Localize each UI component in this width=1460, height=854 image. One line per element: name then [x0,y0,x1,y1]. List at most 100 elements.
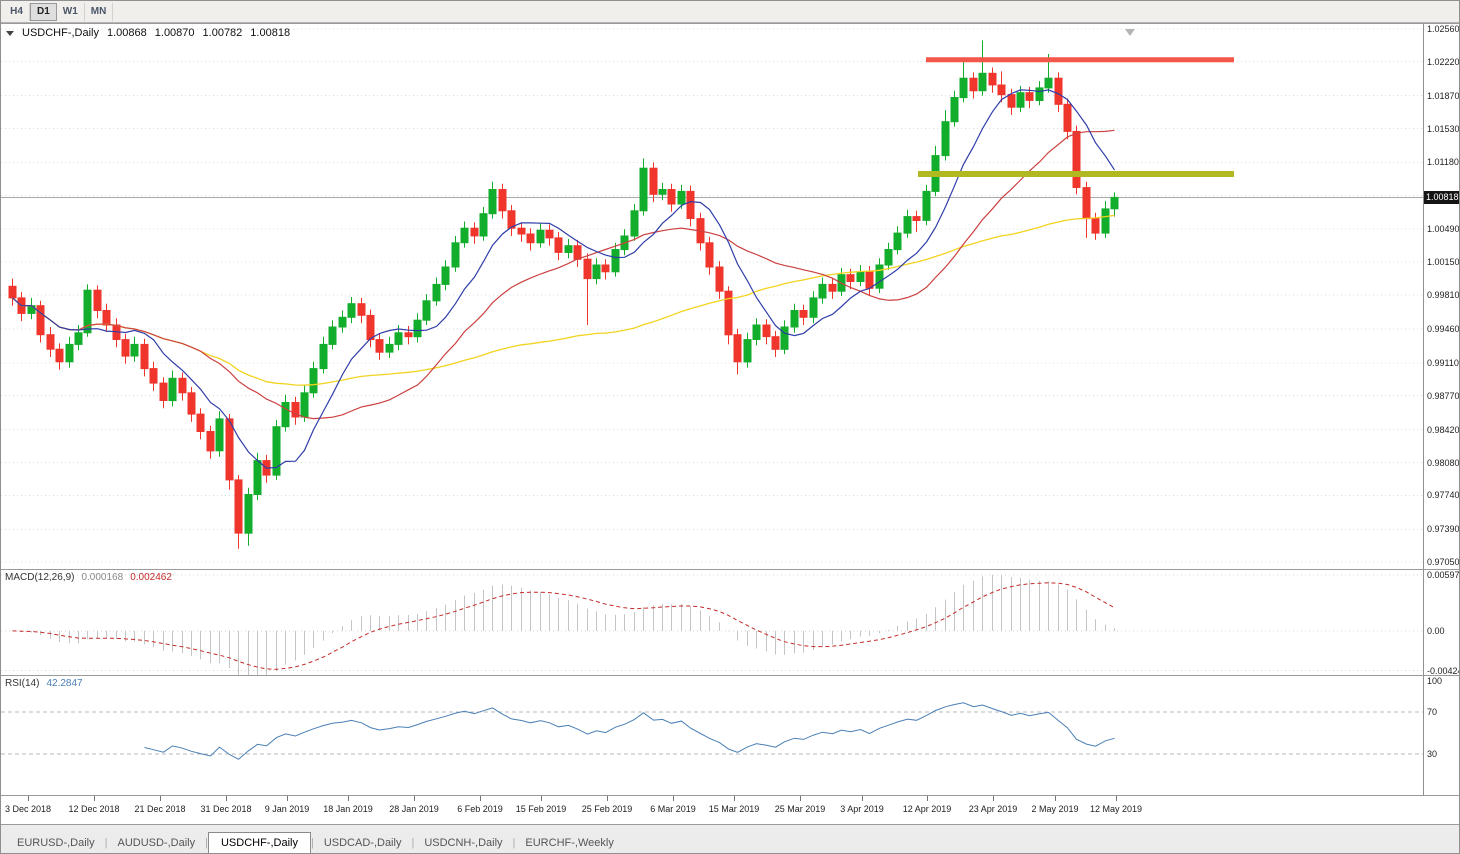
date-label: 3 Apr 2019 [840,804,884,814]
separator [1,23,1459,24]
date-label: 12 Apr 2019 [902,804,952,814]
chart-title: USDCHF-,Daily 1.00868 1.00870 1.00782 1.… [6,27,290,39]
tab-usdcad-daily[interactable]: USDCAD-,Daily [323,837,402,849]
date-tick [607,796,608,801]
axis-tick-label: 0.99110 [1427,358,1459,368]
date-label: 28 Jan 2019 [389,804,439,814]
rsi-label: RSI(14) [5,678,40,689]
date-tick [673,796,674,801]
date-axis[interactable]: 3 Dec 2018 12 Dec 2018 21 Dec 2018 31 Dec 2… [1,795,1459,824]
date-label: 6 Feb 2019 [457,804,503,814]
date-label: 12 Dec 2018 [68,804,120,814]
chart-symbol-label: USDCHF-,Daily [22,27,99,39]
panel-separator-macd[interactable] [1,569,1459,570]
axis-tick-label: 1.00490 [1427,224,1460,234]
date-tick [348,796,349,801]
tab-usdchf-daily[interactable]: USDCHF-,Daily [207,832,311,853]
tab-eurchf-weekly[interactable]: EURCHF-,Weekly [525,837,614,849]
date-label: 31 Dec 2018 [200,804,252,814]
date-tick [927,796,928,801]
axis-tick-label: 70 [1427,707,1438,717]
axis-tick-label: 0.98770 [1427,391,1460,401]
axis-tick-label: 0.99810 [1427,290,1460,300]
date-tick [28,796,29,801]
date-label: 15 Feb 2019 [515,804,567,814]
date-tick [862,796,863,801]
rsi-value: 42.2847 [46,678,83,689]
date-tick [287,796,288,801]
separator-date-axis [1,795,1459,796]
date-label: 3 Dec 2018 [4,804,52,814]
date-label: 9 Jan 2019 [264,804,310,814]
macd-svg [1,574,1423,675]
axis-tick-label: 0.99460 [1427,324,1460,334]
main-chart-panel[interactable]: USDCHF-,Daily 1.00868 1.00870 1.00782 1.… [1,23,1423,569]
axis-tick-label: 1.02560 [1427,24,1460,34]
date-label: 23 Apr 2019 [968,804,1018,814]
date-tick [480,796,481,801]
macd-panel[interactable]: MACD(12,26,9) 0.000168 0.002462 [1,569,1423,675]
rsi-svg [1,702,1423,760]
macd-main-value: 0.000168 [81,572,124,583]
tab-usdcnh-daily[interactable]: USDCNH-,Daily [424,837,503,849]
candlestick-plot[interactable] [1,23,1423,569]
axis-tick-label: 0.97390 [1427,524,1460,534]
rsi-panel[interactable]: RSI(14) 42.2847 [1,675,1423,795]
axis-tick-label: 1.01530 [1427,124,1460,134]
date-tick [800,796,801,801]
date-tick [541,796,542,801]
timeframe-button-h4[interactable]: H4 [4,2,30,21]
date-label: 6 Mar 2019 [650,804,696,814]
price-axis[interactable]: 1.00818 1.02560 1.02220 1.01870 1.01530 1.01… [1423,23,1460,795]
axis-tick-label: 1.00150 [1427,257,1460,267]
chart-dropdown-icon[interactable] [6,30,14,36]
date-label: 12 May 2019 [1089,804,1143,814]
tab-separator: | [104,837,108,849]
axis-tick-label: 0.97050 [1427,557,1460,567]
axis-tick-label: 1.01180 [1427,157,1459,167]
date-tick [1055,796,1056,801]
tab-audusd-daily[interactable]: AUDUSD-,Daily [117,837,196,849]
date-tick [734,796,735,801]
timeframe-toolbar: H4 D1 W1 MN [1,1,1459,23]
timeframe-button-d1[interactable]: D1 [30,2,57,21]
axis-tick-label: 30 [1427,749,1438,759]
axis-tick-label: 0.97740 [1427,490,1460,500]
axis-tick-label: 0.00 [1427,626,1445,636]
axis-tick-label: 100 [1427,676,1443,686]
date-label: 2 May 2019 [1031,804,1079,814]
date-tick [94,796,95,801]
panel-separator-rsi[interactable] [1,675,1459,676]
current-price-label: 1.00818 [1424,191,1459,204]
macd-title: MACD(12,26,9) 0.000168 0.002462 [5,572,172,583]
axis-tick-label: 0.98420 [1427,425,1460,435]
timeframe-button-w1[interactable]: W1 [57,2,85,21]
chart-open-value: 1.00868 [107,27,147,39]
tab-eurusd-daily[interactable]: EURUSD-,Daily [17,837,95,849]
date-label: 18 Jan 2019 [323,804,373,814]
axis-tick-label: 1.01870 [1427,91,1460,101]
tab-separator: | [512,837,516,849]
date-tick [414,796,415,801]
axis-tick-label: 1.02220 [1427,57,1460,67]
chart-close-value: 1.00818 [250,27,291,39]
macd-plot[interactable] [1,569,1423,675]
date-label: 25 Mar 2019 [774,804,826,814]
macd-label: MACD(12,26,9) [5,572,75,583]
date-tick [993,796,994,801]
date-tick [1116,796,1117,801]
rsi-title: RSI(14) 42.2847 [5,678,83,689]
timeframe-button-mn[interactable]: MN [85,2,114,21]
date-tick [160,796,161,801]
axis-tick-label: -0.00424 [1427,666,1460,676]
chart-shift-marker-icon [1125,29,1135,36]
rsi-plot[interactable] [1,675,1423,795]
chart-high-value: 1.00870 [154,27,195,39]
main-chart-svg [1,28,1423,563]
tab-separator: | [310,837,314,849]
tab-separator: | [411,837,415,849]
date-tick [226,796,227,801]
date-label: 21 Dec 2018 [134,804,186,814]
date-label: 25 Feb 2019 [581,804,633,814]
